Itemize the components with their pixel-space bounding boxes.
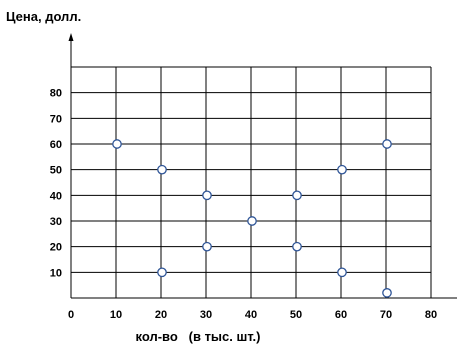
y-tick-labels: 10 20 30 40 50 60 70 80: [50, 88, 62, 280]
x-tick-label: 50: [290, 309, 302, 321]
data-point: [337, 267, 347, 278]
y-tick-label: 50: [50, 165, 62, 177]
grid: [71, 66, 457, 299]
x-tick-label: 0: [68, 309, 74, 321]
data-point: [382, 139, 392, 149]
y-tick-label: 20: [50, 242, 62, 254]
data-point: [292, 241, 302, 252]
data-point: [202, 190, 212, 201]
x-tick-label: 60: [335, 309, 347, 321]
x-axis-title: кол-во (в тыс. шт.): [136, 329, 261, 344]
x-tick-label: 40: [245, 309, 257, 321]
x-tick-labels: 0 10 20 30 40 50 60 70 80: [68, 309, 437, 321]
y-axis-arrow: [68, 33, 74, 41]
y-tick-label: 80: [50, 88, 62, 100]
y-tick-label: 10: [50, 267, 62, 279]
x-tick-label: 30: [200, 309, 212, 321]
x-tick-label: 70: [380, 309, 392, 321]
data-point: [292, 190, 302, 201]
x-tick-label: 20: [155, 309, 167, 321]
data-point: [337, 164, 347, 175]
x-tick-label: 80: [425, 309, 437, 321]
data-point: [157, 164, 167, 175]
data-point: [112, 139, 122, 149]
y-tick-label: 40: [50, 190, 62, 202]
data-points: [112, 139, 392, 298]
data-point: [247, 216, 257, 226]
y-tick-label: 70: [50, 113, 62, 125]
data-point: [157, 267, 167, 278]
data-point: [382, 288, 392, 298]
x-tick-label: 10: [110, 309, 122, 321]
data-point: [202, 241, 212, 252]
y-axis-title: Цена, долл.: [6, 9, 81, 24]
y-tick-label: 30: [50, 216, 62, 228]
y-tick-label: 60: [50, 139, 62, 151]
